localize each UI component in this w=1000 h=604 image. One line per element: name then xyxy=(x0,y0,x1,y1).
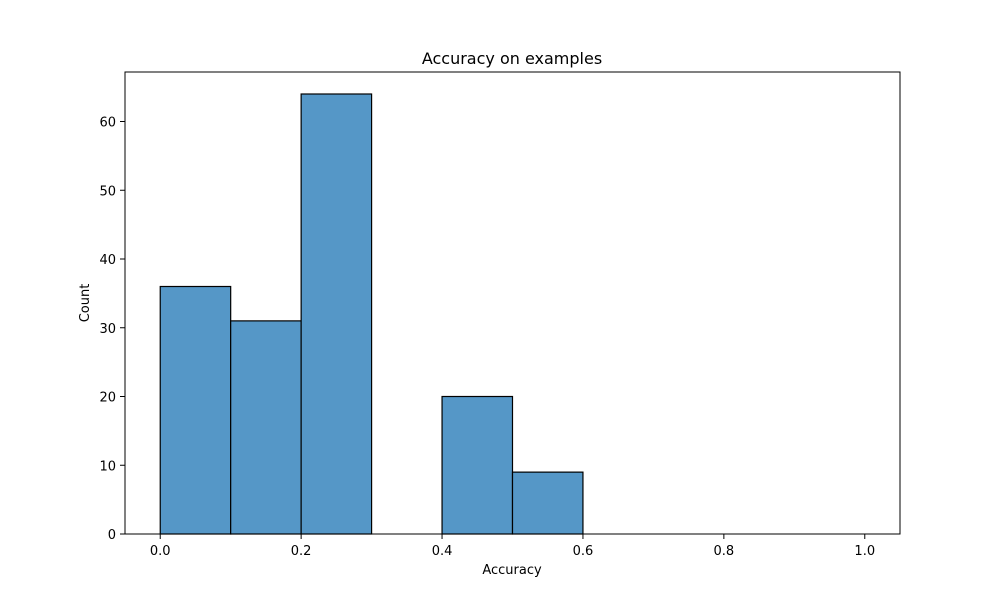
x-tick-label: 0.4 xyxy=(432,544,453,559)
bar xyxy=(230,320,302,535)
x-tick-label: 0.2 xyxy=(291,544,312,559)
plot-frame xyxy=(124,71,901,535)
y-tick-label: 20 xyxy=(99,391,116,406)
y-tick-label: 60 xyxy=(99,116,116,131)
x-tick-label: 0.8 xyxy=(714,544,735,559)
x-tick-label: 0.0 xyxy=(150,544,171,559)
bar xyxy=(159,285,232,535)
x-tick-label: 1.0 xyxy=(854,544,875,559)
y-tick-label: 30 xyxy=(99,322,116,337)
y-tick-label: 50 xyxy=(99,184,116,199)
y-tick-label: 0 xyxy=(108,528,116,543)
x-tick-label: 0.6 xyxy=(573,544,594,559)
bar xyxy=(300,93,373,535)
bar xyxy=(441,395,514,535)
y-tick-label: 40 xyxy=(99,253,116,268)
bar xyxy=(511,471,584,535)
y-axis-label: Count xyxy=(78,284,93,323)
x-axis-label: Accuracy xyxy=(482,563,542,578)
chart-title: Accuracy on examples xyxy=(422,49,602,68)
y-tick-label: 10 xyxy=(99,459,116,474)
